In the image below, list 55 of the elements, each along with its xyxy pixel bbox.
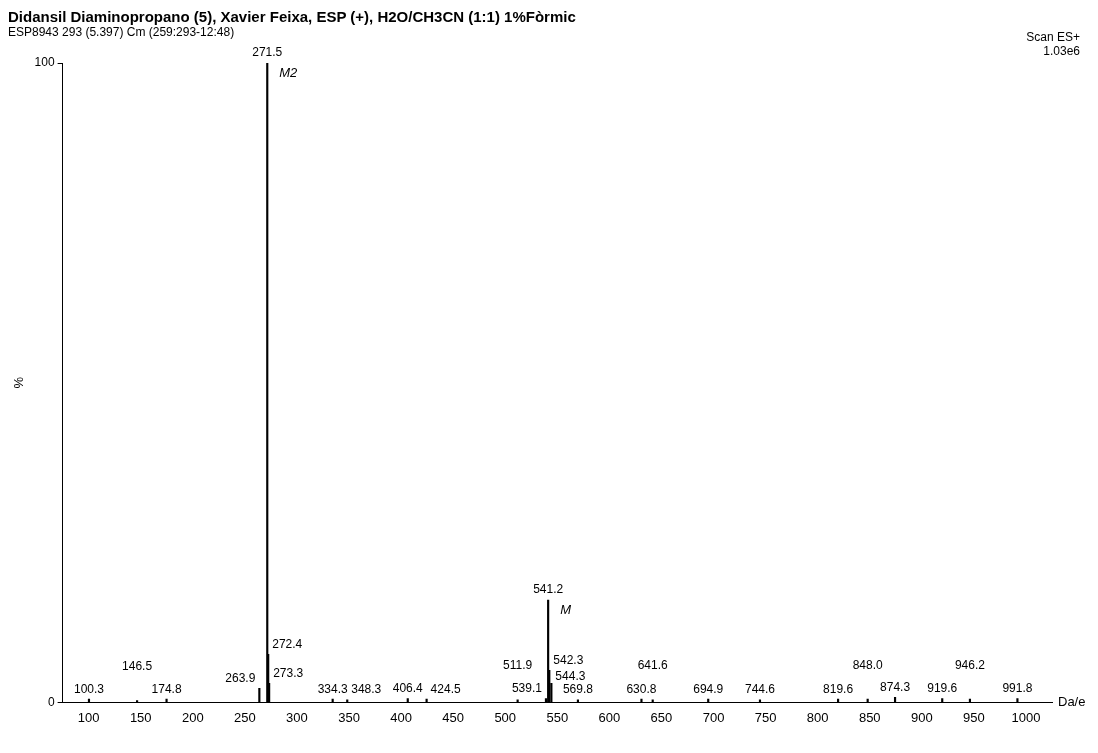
annotation: 273.3: [273, 665, 304, 680]
annotation: M: [560, 602, 572, 618]
text: 1.03e6: [1042, 44, 1080, 58]
annotation: 100.3: [73, 681, 105, 696]
annotation: 569.8: [562, 682, 594, 697]
x-tick-label: 700: [702, 709, 725, 725]
x-tick-label: 100: [77, 709, 100, 725]
x-axis-title: Da/e: [1058, 693, 1086, 709]
annotation: 334.3: [317, 681, 349, 696]
x-tick-label: 550: [546, 709, 569, 725]
x-tick-label: 800: [806, 709, 829, 725]
annotation: 946.2: [954, 657, 986, 672]
annotation: 511.9: [503, 658, 533, 673]
annotation: 541.2: [533, 582, 564, 597]
x-tick-label: 650: [650, 709, 673, 725]
chart-subtitle: ESP8943 293 (5.397) Cm (259:293-12:48): [8, 25, 235, 39]
x-tick-label: 500: [494, 709, 517, 725]
annotation: 348.3: [351, 682, 382, 697]
x-tick-label: 600: [598, 709, 621, 725]
annotation: 848.0: [852, 657, 883, 672]
x-tick-label: 300: [286, 709, 308, 725]
annotation: 542.3: [553, 652, 584, 667]
x-tick-label: 200: [181, 709, 204, 725]
x-tick-label: 900: [910, 709, 933, 725]
annotation: 874.3: [880, 679, 911, 694]
x-tick-label: 250: [234, 709, 256, 725]
annotation: 272.4: [272, 636, 303, 651]
x-tick-label: 350: [338, 709, 360, 725]
x-tick-label: 450: [442, 709, 465, 725]
annotation: 174.8: [151, 681, 182, 696]
x-tick-label: 750: [754, 709, 777, 725]
annotation: 146.5: [122, 658, 153, 673]
y-tick-label: 0: [47, 694, 55, 709]
annotation: 819.6: [823, 681, 854, 696]
text: Scan ES+: [1026, 30, 1080, 44]
x-tick-label: 850: [858, 709, 881, 725]
chart-title: Didansil Diaminopropano (5), Xavier Feixa, ESP (+), H2O/CH3CN (1:1) 1%Fòrmic: [8, 8, 577, 25]
x-tick-label: 950: [963, 709, 985, 725]
annotation: 263.9: [225, 670, 256, 685]
x-tick-label: 1000: [1011, 709, 1041, 725]
annotation: 991.8: [1002, 680, 1033, 695]
y-axis-title: %: [11, 376, 27, 389]
annotation: 539.1: [511, 680, 543, 695]
annotation: 630.8: [626, 681, 657, 696]
x-tick-label: 400: [390, 709, 412, 725]
annotation: 424.5: [430, 681, 461, 696]
annotation: M2: [279, 65, 299, 81]
annotation: 271.5: [252, 45, 283, 60]
annotation: 744.6: [744, 682, 776, 697]
annotation: 919.6: [927, 680, 958, 695]
x-tick-label: 150: [129, 709, 152, 725]
annotation: 544.3: [555, 668, 586, 683]
annotation: 406.4: [392, 680, 424, 695]
annotation: 641.6: [637, 658, 669, 673]
annotation: 694.9: [693, 681, 724, 696]
